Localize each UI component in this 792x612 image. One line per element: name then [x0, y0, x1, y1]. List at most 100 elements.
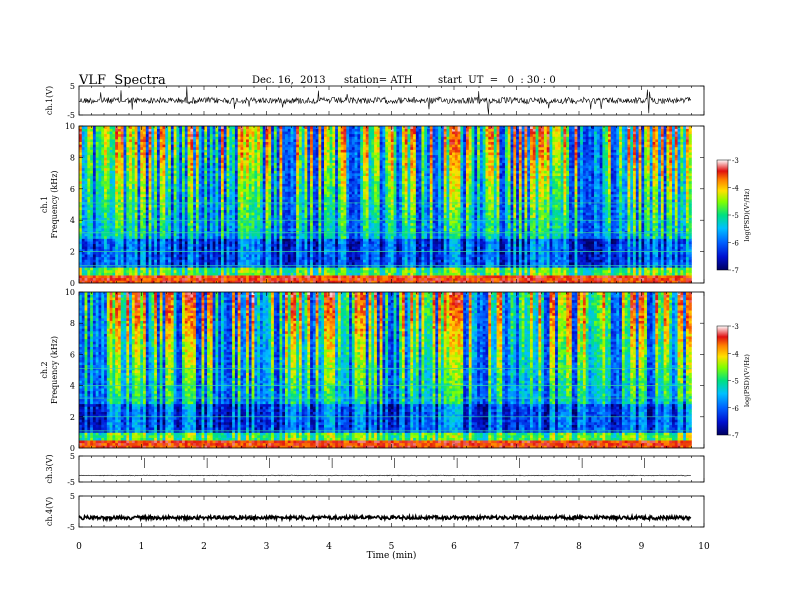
spectrogram-cell: [379, 241, 383, 245]
spectrogram-cell: [396, 267, 400, 271]
spectrogram-cell: [502, 256, 506, 260]
spectrogram-cell: [521, 254, 525, 258]
spectrogram-cell: [596, 254, 600, 258]
spectrogram-cell: [460, 225, 464, 229]
spectrogram-cell: [226, 228, 230, 231]
spectrogram-cell: [435, 267, 439, 271]
spectrogram-cell: [140, 267, 144, 271]
spectrogram-cell: [112, 230, 116, 234]
spectrogram-cell: [594, 267, 598, 271]
spectrogram-cell: [571, 254, 575, 258]
spectrogram-cell: [502, 262, 506, 265]
spectrogram-cell: [310, 235, 314, 239]
spectrogram-cell: [446, 269, 450, 273]
spectrogram-cell: [276, 275, 280, 279]
spectrogram-cell: [557, 267, 561, 271]
spectrogram-cell: [329, 264, 333, 268]
spectrogram-cell: [619, 225, 623, 229]
spectrogram-cell: [532, 280, 536, 284]
spectrogram-cell: [404, 243, 408, 247]
spectrogram-cell: [488, 272, 492, 276]
spectrogram-cell: [424, 275, 428, 279]
spectrogram-cell: [613, 262, 617, 265]
spectrogram-cell: [666, 248, 670, 252]
spectrogram-cell: [232, 235, 236, 239]
spectrogram-cell: [126, 233, 130, 237]
spectrogram-cell: [165, 277, 169, 281]
spectrogram-cell: [335, 230, 339, 234]
spectrogram-cell: [324, 241, 328, 245]
spectrogram-cell: [421, 233, 425, 237]
spectrogram-cell: [229, 254, 233, 258]
spectrogram-cell: [594, 238, 598, 242]
spectrogram-cell: [204, 251, 208, 255]
spectrogram-cell: [112, 248, 116, 252]
spectrogram-cell: [460, 280, 464, 284]
spectrogram-cell: [493, 230, 497, 234]
spectrogram-cell: [543, 228, 548, 231]
spectrogram-cell: [209, 230, 213, 234]
spectrogram-cell: [465, 259, 470, 263]
spectrogram-cell: [605, 256, 609, 260]
spectrogram-cell: [491, 233, 495, 237]
spectrogram-cell: [84, 254, 88, 258]
spectrogram-cell: [535, 269, 539, 273]
spectrogram-cell: [332, 254, 336, 258]
spectrogram-cell: [482, 277, 486, 281]
spectrogram-cell: [148, 264, 152, 268]
spectrogram-cell: [190, 280, 194, 284]
spectrogram-cell: [209, 238, 213, 242]
spectrogram-cell: [298, 267, 303, 271]
spectrogram-cell: [688, 248, 692, 252]
spectrogram-cell: [265, 269, 269, 273]
spectrogram-cell: [365, 243, 369, 247]
spectrogram-cell: [145, 269, 149, 273]
spectrogram-cell: [607, 228, 612, 231]
spectrogram-cell: [145, 254, 149, 258]
spectrogram-cell: [368, 269, 372, 273]
spectrogram-cell: [120, 225, 124, 229]
spectrogram-cell: [120, 272, 124, 276]
spectrogram-cell: [229, 264, 233, 268]
spectrogram-cell: [248, 275, 252, 279]
spectrogram-cell: [154, 277, 158, 281]
spectrogram-cell: [151, 248, 155, 252]
spectrogram-cell: [259, 272, 264, 276]
spectrogram-cell: [248, 262, 252, 265]
spectrogram-cell: [187, 225, 191, 229]
spectrogram-cell: [599, 267, 603, 271]
spectrogram-cell: [129, 235, 133, 239]
spectrogram-cell: [557, 269, 561, 273]
spectrogram-cell: [304, 225, 308, 229]
spectrogram-cell: [599, 262, 603, 265]
spectrogram-cell: [201, 230, 205, 234]
spectrogram-cell: [499, 280, 503, 284]
spectrogram-cell: [115, 228, 119, 231]
spectrogram-cell: [104, 246, 108, 250]
spectrogram-cell: [340, 280, 344, 284]
spectrogram-cell: [204, 256, 208, 260]
spectrogram-cell: [602, 259, 606, 263]
spectrogram-cell: [237, 243, 241, 247]
spectrogram-cell: [349, 235, 353, 239]
spectrogram-cell: [248, 248, 252, 252]
spectrogram-cell: [81, 238, 85, 242]
spectrogram-cell: [638, 267, 642, 271]
spectrogram-cell: [232, 272, 236, 276]
spectrogram-cell: [504, 251, 509, 255]
spectrogram-cell: [435, 225, 439, 229]
spectrogram-cell: [552, 267, 556, 271]
spectrogram-cell: [137, 230, 141, 234]
spectrogram-cell: [607, 246, 612, 250]
spectrogram-cell: [552, 259, 556, 263]
spectrogram-cell: [81, 241, 85, 245]
spectrogram-cell: [198, 254, 202, 258]
spectrogram-cell: [524, 262, 528, 265]
spectrogram-cell: [543, 225, 548, 229]
spectrogram-cell: [354, 269, 358, 273]
spectrogram-cell: [326, 259, 330, 263]
spectrogram-cell: [312, 254, 316, 258]
spectrogram-cell: [502, 267, 506, 271]
spectrogram-cell: [321, 243, 325, 247]
spectrogram-cell: [123, 269, 127, 273]
